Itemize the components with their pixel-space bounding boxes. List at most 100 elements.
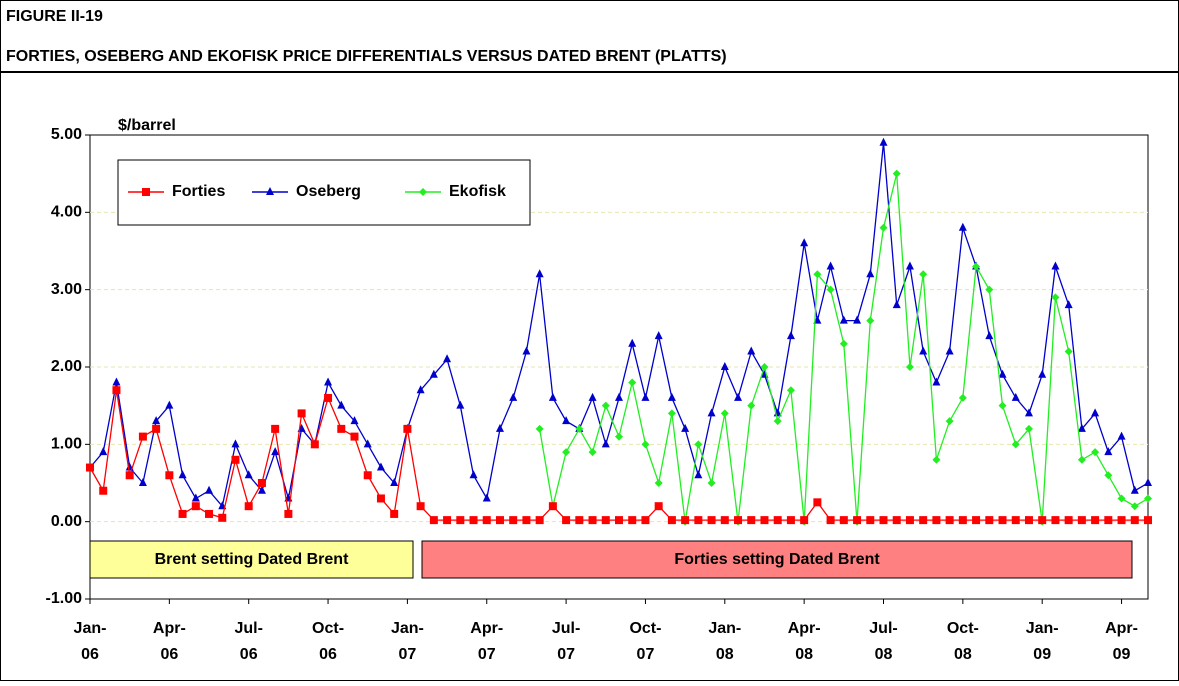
marker [998,516,1007,525]
marker [1064,300,1073,309]
marker [932,377,941,386]
marker [495,423,504,432]
marker [1077,516,1086,525]
marker [667,516,676,525]
marker [443,516,452,525]
marker [138,432,147,441]
y-tick-label: 3.00 [51,281,82,298]
marker [932,455,941,464]
marker [615,432,623,441]
x-tick-label: Apr-08 [788,620,821,663]
marker [1091,516,1100,525]
marker [1144,494,1152,503]
annotation-text: Forties setting Dated Brent [674,551,880,568]
marker [1064,516,1073,525]
x-tick-label: Jul-07 [552,620,580,663]
x-tick-label: Oct-06 [312,620,344,663]
marker [615,516,623,525]
marker [720,409,729,418]
chart-title: FORTIES, OSEBERG AND EKOFISK PRICE DIFFE… [6,48,727,65]
marker [271,447,280,456]
marker [747,516,756,525]
marker [866,269,875,278]
marker [469,516,478,525]
marker [932,516,941,525]
marker [337,424,346,433]
marker [919,270,928,279]
marker [588,516,597,525]
y-tick-label: 5.00 [51,126,82,143]
marker [866,316,875,325]
marker [813,270,822,279]
marker [562,448,571,457]
x-tick-label: Jan-06 [74,620,107,663]
marker [548,392,557,401]
marker [125,471,134,480]
marker [509,516,518,525]
marker [786,331,795,340]
marker [482,493,491,502]
marker [813,498,822,507]
marker [112,386,121,395]
marker [747,346,756,355]
marker [760,363,769,371]
marker [945,417,954,426]
marker [892,169,901,178]
x-tick-label: Jul-06 [234,620,262,663]
marker [773,417,782,426]
marker [1077,455,1086,464]
marker [1011,392,1020,401]
marker [266,187,274,195]
marker [390,509,399,518]
marker [1130,516,1139,525]
marker [945,516,954,525]
marker [390,478,399,486]
marker [919,516,928,525]
marker [363,439,372,448]
marker [376,494,385,503]
marker [694,440,703,449]
marker [879,223,888,232]
marker [826,261,835,270]
marker [588,392,597,401]
marker [1038,369,1047,378]
marker [958,516,967,525]
marker [905,261,914,270]
marker [1130,485,1139,494]
y-tick-label: 2.00 [51,358,82,375]
marker [972,516,981,525]
marker [191,493,200,502]
marker [1117,494,1126,503]
marker [826,285,835,294]
marker [720,362,729,370]
legend-box [117,159,531,226]
marker [892,516,901,525]
marker [694,470,703,479]
marker [363,471,372,480]
marker [919,346,928,355]
marker [985,516,994,525]
marker [1011,440,1020,449]
marker [1144,516,1152,525]
marker [324,393,333,402]
marker [535,424,544,433]
marker [575,516,584,525]
marker [1130,502,1139,511]
marker [443,354,452,363]
marker [1091,448,1100,457]
marker [535,269,544,278]
marker [178,509,187,518]
marker [707,479,716,487]
marker [562,416,571,425]
annotation-text: Brent setting Dated Brent [155,551,349,568]
marker [866,516,875,525]
marker [734,516,743,525]
marker [350,416,359,425]
legend-label: Oseberg [296,183,361,200]
legend: Forties Oseberg Ekofisk [117,159,531,226]
marker [152,416,161,425]
marker [853,315,862,324]
marker [1011,516,1020,525]
marker [165,400,174,409]
